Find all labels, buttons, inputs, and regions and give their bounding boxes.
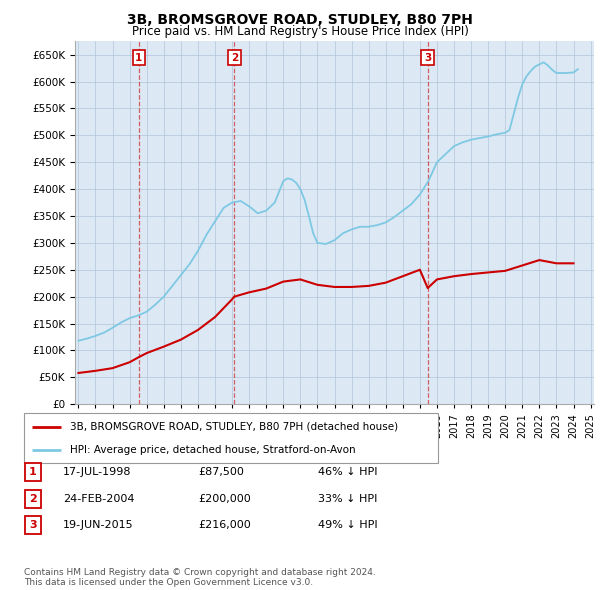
Text: £87,500: £87,500: [198, 467, 244, 477]
Text: £200,000: £200,000: [198, 494, 251, 503]
Text: 24-FEB-2004: 24-FEB-2004: [63, 494, 134, 503]
Text: 46% ↓ HPI: 46% ↓ HPI: [318, 467, 377, 477]
FancyBboxPatch shape: [25, 490, 41, 507]
FancyBboxPatch shape: [24, 413, 438, 463]
Text: 3B, BROMSGROVE ROAD, STUDLEY, B80 7PH: 3B, BROMSGROVE ROAD, STUDLEY, B80 7PH: [127, 13, 473, 27]
Text: 2: 2: [230, 53, 238, 63]
Text: 17-JUL-1998: 17-JUL-1998: [63, 467, 131, 477]
Text: 19-JUN-2015: 19-JUN-2015: [63, 520, 134, 530]
Text: 3B, BROMSGROVE ROAD, STUDLEY, B80 7PH (detached house): 3B, BROMSGROVE ROAD, STUDLEY, B80 7PH (d…: [70, 421, 398, 431]
Text: 1: 1: [135, 53, 142, 63]
Text: £216,000: £216,000: [198, 520, 251, 530]
FancyBboxPatch shape: [25, 463, 41, 481]
Text: 3: 3: [424, 53, 431, 63]
Text: 33% ↓ HPI: 33% ↓ HPI: [318, 494, 377, 503]
Text: Price paid vs. HM Land Registry's House Price Index (HPI): Price paid vs. HM Land Registry's House …: [131, 25, 469, 38]
Text: HPI: Average price, detached house, Stratford-on-Avon: HPI: Average price, detached house, Stra…: [70, 445, 355, 455]
FancyBboxPatch shape: [25, 516, 41, 534]
Text: 49% ↓ HPI: 49% ↓ HPI: [318, 520, 377, 530]
Text: 1: 1: [29, 467, 37, 477]
Text: 3: 3: [29, 520, 37, 530]
Text: 2: 2: [29, 494, 37, 503]
Text: Contains HM Land Registry data © Crown copyright and database right 2024.
This d: Contains HM Land Registry data © Crown c…: [24, 568, 376, 587]
